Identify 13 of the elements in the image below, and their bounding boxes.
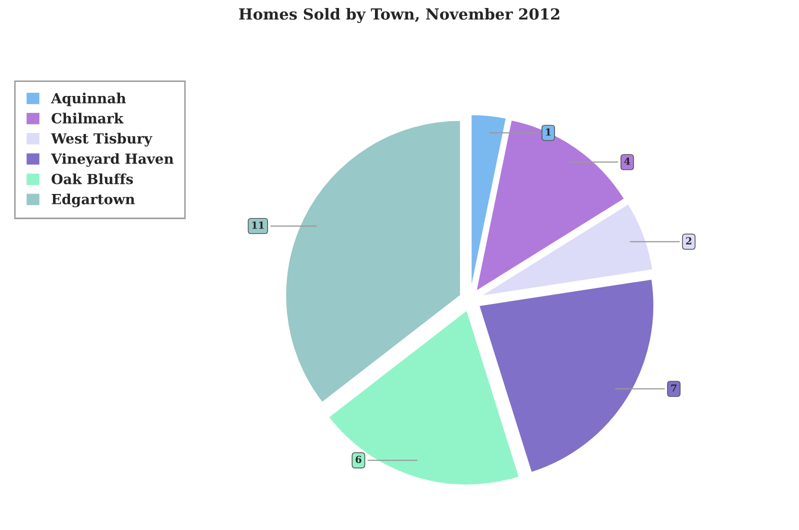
data-label: 1: [546, 128, 551, 136]
legend-label: Aquinnah: [50, 92, 126, 106]
legend-label: Chilmark: [52, 112, 124, 124]
data-label: 2: [686, 237, 692, 244]
data-label: 7: [671, 384, 676, 392]
legend-label: West Tisbury: [50, 132, 152, 147]
data-label: 11: [252, 221, 264, 229]
legend-label: Edgartown: [52, 194, 135, 208]
data-label: 4: [624, 158, 630, 165]
legend-label: Vineyard Haven: [50, 153, 174, 167]
legend-label: Oak Bluffs: [52, 174, 133, 184]
chart-title: Homes Sold by Town, November 2012: [239, 8, 560, 23]
data-label: 6: [356, 456, 362, 464]
